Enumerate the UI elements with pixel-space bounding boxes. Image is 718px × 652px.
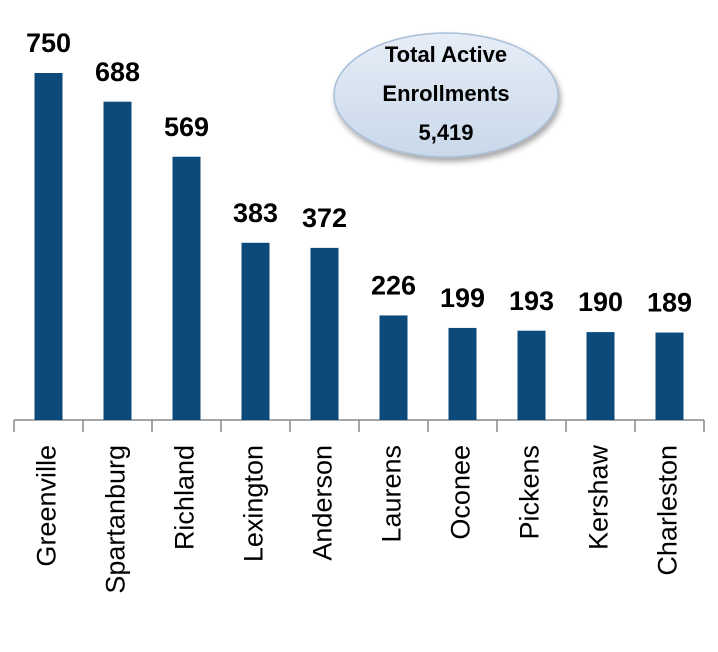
- bar: [655, 332, 684, 420]
- x-tick-label: Laurens: [377, 445, 407, 543]
- bar: [34, 73, 63, 420]
- value-label: 190: [578, 287, 623, 317]
- bar: [517, 330, 546, 420]
- x-tick-label: Greenville: [32, 445, 62, 567]
- annotation-line: 5,419: [418, 120, 473, 145]
- value-label: 372: [302, 203, 347, 233]
- x-tick-label: Richland: [170, 445, 200, 550]
- value-label: 688: [95, 57, 140, 87]
- x-tick-label: Charleston: [653, 445, 683, 576]
- bar: [103, 101, 132, 420]
- bar: [379, 315, 408, 420]
- value-label: 226: [371, 271, 416, 301]
- annotation-bubble: [333, 32, 559, 158]
- annotation-line: Total Active: [385, 42, 507, 67]
- bar: [586, 332, 615, 420]
- value-label: 199: [440, 283, 485, 313]
- bar: [241, 242, 270, 420]
- annotation-line: Enrollments: [382, 81, 509, 106]
- value-label: 750: [26, 28, 71, 58]
- value-label: 569: [164, 112, 209, 142]
- value-label: 383: [233, 198, 278, 228]
- x-tick-label: Lexington: [239, 445, 269, 562]
- value-label: 193: [509, 286, 554, 316]
- bar: [310, 247, 339, 420]
- x-tick-label: Kershaw: [584, 444, 614, 550]
- x-tick-label: Pickens: [515, 445, 545, 540]
- x-tick-label: Anderson: [308, 445, 338, 561]
- value-label: 189: [647, 288, 692, 318]
- x-tick-label: Spartanburg: [101, 445, 131, 594]
- bar: [448, 327, 477, 420]
- bar: [172, 156, 201, 420]
- x-tick-label: Oconee: [446, 445, 476, 540]
